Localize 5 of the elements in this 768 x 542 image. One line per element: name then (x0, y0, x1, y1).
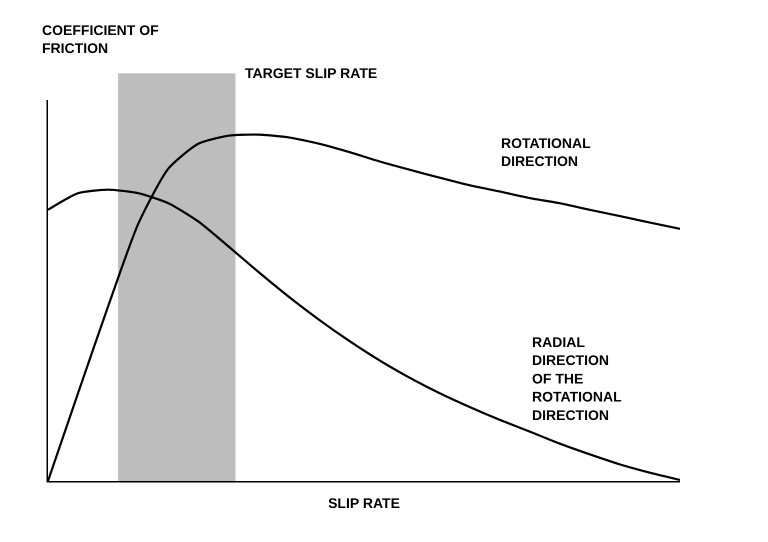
series-label: ROTATIONAL DIRECTION (501, 135, 592, 170)
series-label: RADIAL DIRECTION OF THE ROTATIONAL DIRECTION (532, 334, 622, 423)
text: TARGET SLIP RATE (245, 65, 378, 81)
x-axis-title: SLIP RATE (328, 494, 400, 511)
text: COEFFICIENT OF FRICTION (42, 22, 160, 56)
